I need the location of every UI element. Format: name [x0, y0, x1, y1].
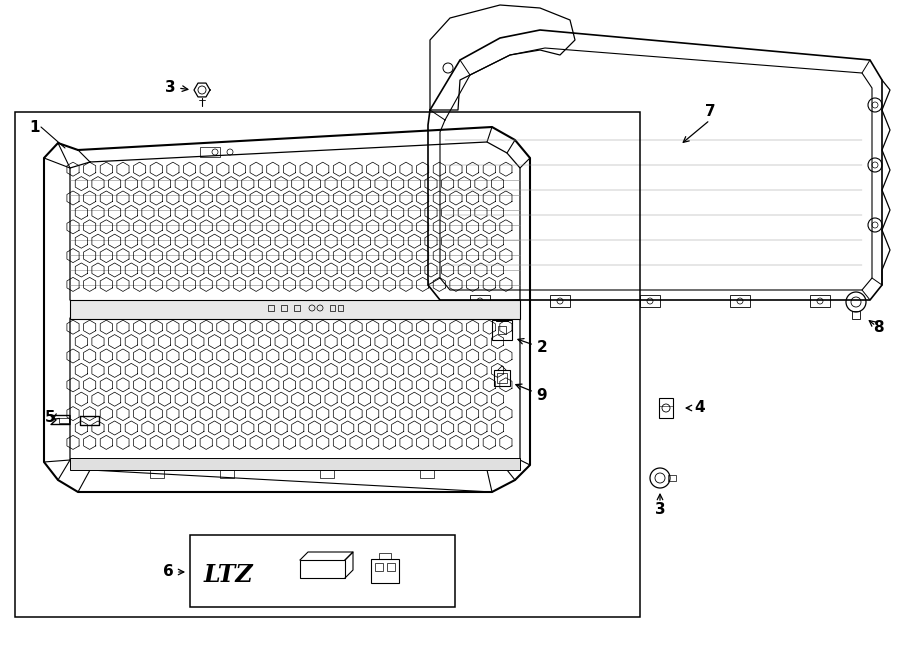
- Text: 4: 4: [695, 401, 706, 416]
- Text: 2: 2: [536, 340, 547, 356]
- Bar: [730, 295, 750, 307]
- Bar: [640, 295, 660, 307]
- Bar: [200, 147, 220, 157]
- Bar: [268, 305, 274, 311]
- Bar: [338, 305, 343, 311]
- Bar: [281, 305, 287, 311]
- Bar: [852, 311, 860, 319]
- Bar: [659, 398, 673, 418]
- Bar: [496, 315, 508, 321]
- Bar: [150, 470, 164, 478]
- Bar: [668, 475, 676, 481]
- Bar: [387, 563, 395, 571]
- Text: 5: 5: [45, 410, 55, 426]
- Bar: [320, 470, 334, 478]
- Bar: [294, 305, 300, 311]
- Text: 3: 3: [165, 79, 176, 95]
- Text: 6: 6: [163, 564, 174, 580]
- Bar: [379, 553, 391, 559]
- Text: 8: 8: [873, 321, 883, 336]
- Text: 7: 7: [705, 104, 716, 120]
- Bar: [70, 458, 520, 470]
- Text: 9: 9: [536, 387, 547, 403]
- Bar: [220, 470, 234, 478]
- Bar: [15, 112, 640, 617]
- Bar: [371, 559, 399, 583]
- Bar: [420, 470, 434, 478]
- Bar: [550, 295, 570, 307]
- Bar: [190, 535, 455, 607]
- Bar: [810, 295, 830, 307]
- Bar: [70, 300, 520, 319]
- Bar: [300, 560, 345, 578]
- Bar: [375, 563, 383, 571]
- Bar: [497, 373, 507, 383]
- Bar: [498, 326, 506, 334]
- Bar: [470, 295, 490, 307]
- Text: 3: 3: [654, 502, 665, 518]
- Bar: [492, 320, 512, 340]
- Bar: [494, 370, 510, 386]
- Text: 1: 1: [30, 120, 40, 134]
- Bar: [330, 305, 335, 311]
- Text: LTZ: LTZ: [203, 563, 253, 587]
